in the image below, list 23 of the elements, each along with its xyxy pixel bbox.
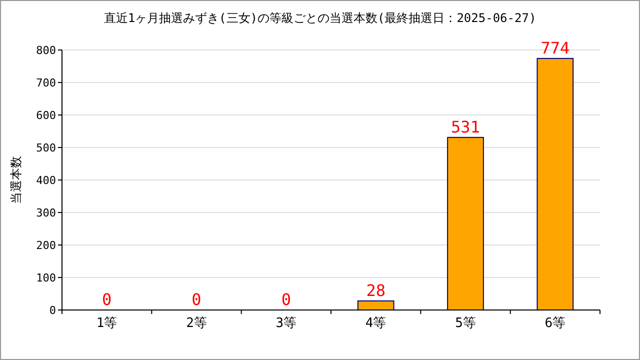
x-tick-label: 6等 [544,316,566,331]
y-tick-label: 400 [36,174,56,187]
data-label: 0 [281,290,291,309]
data-label: 774 [540,38,570,58]
y-tick-label: 300 [36,206,56,220]
data-label: 531 [451,117,480,136]
y-tick-label: 600 [36,109,56,122]
y-tick-label: 500 [36,142,56,154]
y-axis-title: 当選本数 [9,156,23,204]
x-tick-label: 4等 [365,316,386,331]
data-label: 28 [366,280,386,300]
y-tick-label: 800 [36,44,56,57]
y-tick-label: 0 [49,304,56,317]
x-tick-label: 1等 [96,316,118,331]
chart-title: 直近1ヶ月抽選みずき(三女)の等級ごとの当選本数(最終抽選日：2025-06-27) [104,11,536,25]
x-tick-label: 3等 [276,316,297,331]
y-tick-label: 200 [36,239,56,252]
x-tick-label: 2等 [186,316,207,331]
y-tick-label: 700 [36,76,56,90]
x-tick-label: 5等 [455,316,476,331]
data-label: 0 [192,290,202,309]
y-tick-label: 100 [36,272,56,284]
data-label: 0 [102,290,112,309]
